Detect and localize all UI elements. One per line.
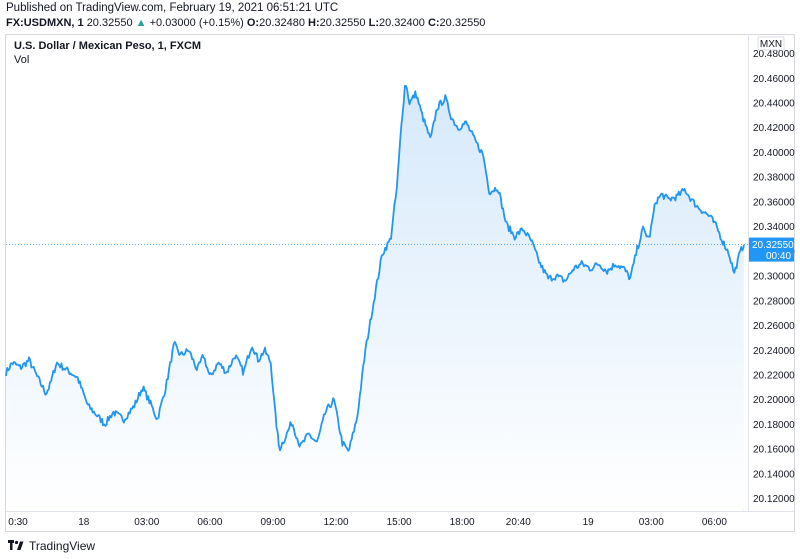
countdown-text: 00:40 (766, 251, 791, 262)
last-price-text: 20.32550 (752, 240, 794, 251)
axis-separator (748, 34, 749, 511)
time-axis[interactable]: 0:30 18 03:00 06:00 09:00 12:00 15:00 18:00 20:4… (8, 517, 727, 528)
y-tick-label: 20.26000 (753, 321, 795, 332)
y-tick-label: 20.16000 (753, 445, 795, 456)
price-value: 20.32550 (86, 17, 133, 29)
x-tick-label: 19 (583, 517, 595, 528)
legend-vol: Vol (14, 54, 30, 66)
tradingview-brand: TradingView (29, 539, 96, 553)
open-label: O: (246, 17, 260, 29)
y-tick-label: 20.34000 (753, 222, 795, 233)
low-value: 20.32400 (378, 17, 425, 29)
tradingview-icon (8, 540, 24, 550)
close-value: 20.32550 (439, 17, 486, 29)
tradingview-logo[interactable]: TradingView (8, 539, 95, 553)
y-tick-label: 20.40000 (753, 148, 795, 159)
y-tick-label: 20.44000 (753, 99, 795, 110)
quote-line: FX:USDMXN, 1 20.32550 ▲ +0.03000 (+0.15%… (6, 17, 485, 29)
y-tick-label: 20.36000 (753, 197, 795, 208)
last-price-label-bg (749, 237, 794, 262)
currency-tag: MXN (757, 36, 785, 51)
y-tick-label: 20.20000 (753, 395, 795, 406)
y-tick-label: 20.12000 (753, 494, 795, 505)
change-value: +0.03000 (+0.15%) (149, 17, 244, 29)
price-axis[interactable]: 20.12000 20.14000 20.16000 20.18000 20.20000… (753, 49, 795, 505)
x-tick-label: 18 (78, 517, 90, 528)
x-tick-label: 0:30 (8, 517, 28, 528)
y-tick-label: 20.42000 (753, 123, 795, 134)
y-tick-label: 20.46000 (753, 74, 795, 85)
x-tick-label: 09:00 (260, 517, 285, 528)
open-value: 20.32480 (259, 17, 305, 29)
y-tick-label: 20.24000 (753, 346, 795, 357)
y-tick-label: 20.22000 (753, 371, 795, 382)
y-tick-label: 20.28000 (753, 296, 795, 307)
time-axis-separator (6, 511, 794, 512)
y-tick-label: 20.14000 (753, 469, 795, 480)
y-tick-label: 20.48000 (753, 49, 795, 60)
x-tick-label: 03:00 (639, 517, 664, 528)
high-label: H: (308, 17, 320, 29)
x-tick-label: 15:00 (387, 517, 412, 528)
published-line: Published on TradingView.com, February 1… (6, 2, 339, 14)
low-label: L: (368, 17, 379, 29)
price-line (5, 84, 745, 452)
y-tick-label: 20.30000 (753, 272, 795, 283)
x-tick-label: 06:00 (197, 517, 222, 528)
legend-title: U.S. Dollar / Mexican Peso, 1, FXCM (14, 40, 202, 52)
x-tick-label: 18:00 (450, 517, 475, 528)
change-arrow-icon: ▲ (135, 17, 147, 29)
symbol-label: FX:USDMXN, 1 (6, 17, 84, 29)
x-tick-label: 03:00 (134, 517, 159, 528)
close-label: C: (427, 17, 440, 29)
y-tick-label: 20.38000 (753, 173, 795, 184)
x-tick-label: 06:00 (702, 517, 727, 528)
currency-tag-text: MXN (760, 39, 782, 50)
x-tick-label: 12:00 (323, 517, 348, 528)
high-value: 20.32550 (319, 17, 366, 29)
y-tick-label: 20.18000 (753, 420, 795, 431)
x-tick-label: 20:40 (506, 517, 531, 528)
